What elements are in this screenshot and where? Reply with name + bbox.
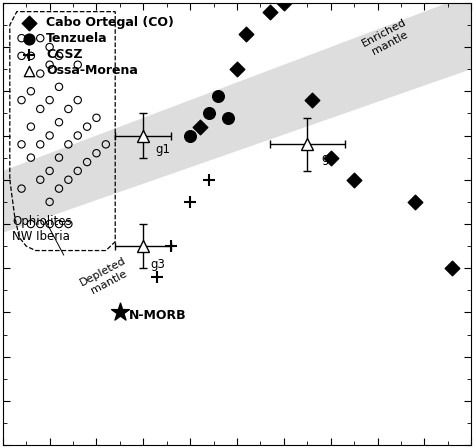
Point [36, 141, 44, 148]
Point [233, 65, 241, 73]
Point [64, 176, 72, 183]
Point [74, 61, 82, 68]
Point [64, 220, 72, 228]
Point [36, 105, 44, 112]
Legend: Cabo Ortegal (CO), Tenzuela, CCSZ, Ossa-Morena: Cabo Ortegal (CO), Tenzuela, CCSZ, Ossa-… [14, 13, 177, 80]
Point [55, 83, 63, 90]
Point [18, 96, 25, 103]
Point [36, 70, 44, 77]
Point [205, 110, 213, 117]
Point [55, 185, 63, 192]
Point [411, 198, 419, 206]
Point [46, 61, 54, 68]
Point [93, 114, 100, 121]
Point [46, 220, 54, 228]
Point [308, 96, 316, 103]
Point [64, 105, 72, 112]
Point [36, 220, 44, 228]
Point [27, 52, 35, 60]
Point [280, 0, 288, 6]
Point [18, 34, 25, 42]
Point [350, 176, 358, 183]
Point [74, 167, 82, 174]
Point [83, 159, 91, 166]
Point [449, 265, 456, 272]
Point [224, 114, 231, 121]
Point [46, 96, 54, 103]
Point [205, 176, 213, 183]
Point [27, 123, 35, 130]
Point [196, 123, 203, 130]
Point [18, 141, 25, 148]
Point [36, 176, 44, 183]
Point [27, 220, 35, 228]
Text: g3: g3 [150, 258, 165, 271]
Point [55, 119, 63, 126]
Point [55, 52, 63, 60]
Polygon shape [3, 0, 471, 233]
Text: g1: g1 [155, 143, 170, 156]
Point [74, 96, 82, 103]
Text: Depleted
mantle: Depleted mantle [78, 256, 133, 298]
Point [46, 167, 54, 174]
Point [18, 185, 25, 192]
Point [186, 198, 194, 206]
Point [64, 141, 72, 148]
Point [266, 8, 273, 15]
Point [27, 88, 35, 95]
Point [327, 154, 335, 161]
Point [214, 92, 222, 99]
Text: N-MORB: N-MORB [129, 309, 187, 322]
Point [46, 198, 54, 206]
Point [55, 154, 63, 161]
Point [46, 43, 54, 51]
Text: Enriched
mantle: Enriched mantle [360, 17, 414, 59]
Point [55, 220, 63, 228]
Text: g2: g2 [321, 152, 337, 165]
Point [18, 52, 25, 60]
Point [27, 154, 35, 161]
Point [46, 132, 54, 139]
Point [168, 242, 175, 250]
Point [83, 123, 91, 130]
Point [36, 34, 44, 42]
Point [186, 132, 194, 139]
Point [93, 150, 100, 157]
Point [74, 132, 82, 139]
Point [154, 274, 161, 281]
Point [116, 309, 124, 316]
Point [102, 141, 109, 148]
Text: Ophiolites
NW Iberia: Ophiolites NW Iberia [12, 215, 72, 243]
Point [243, 30, 250, 37]
